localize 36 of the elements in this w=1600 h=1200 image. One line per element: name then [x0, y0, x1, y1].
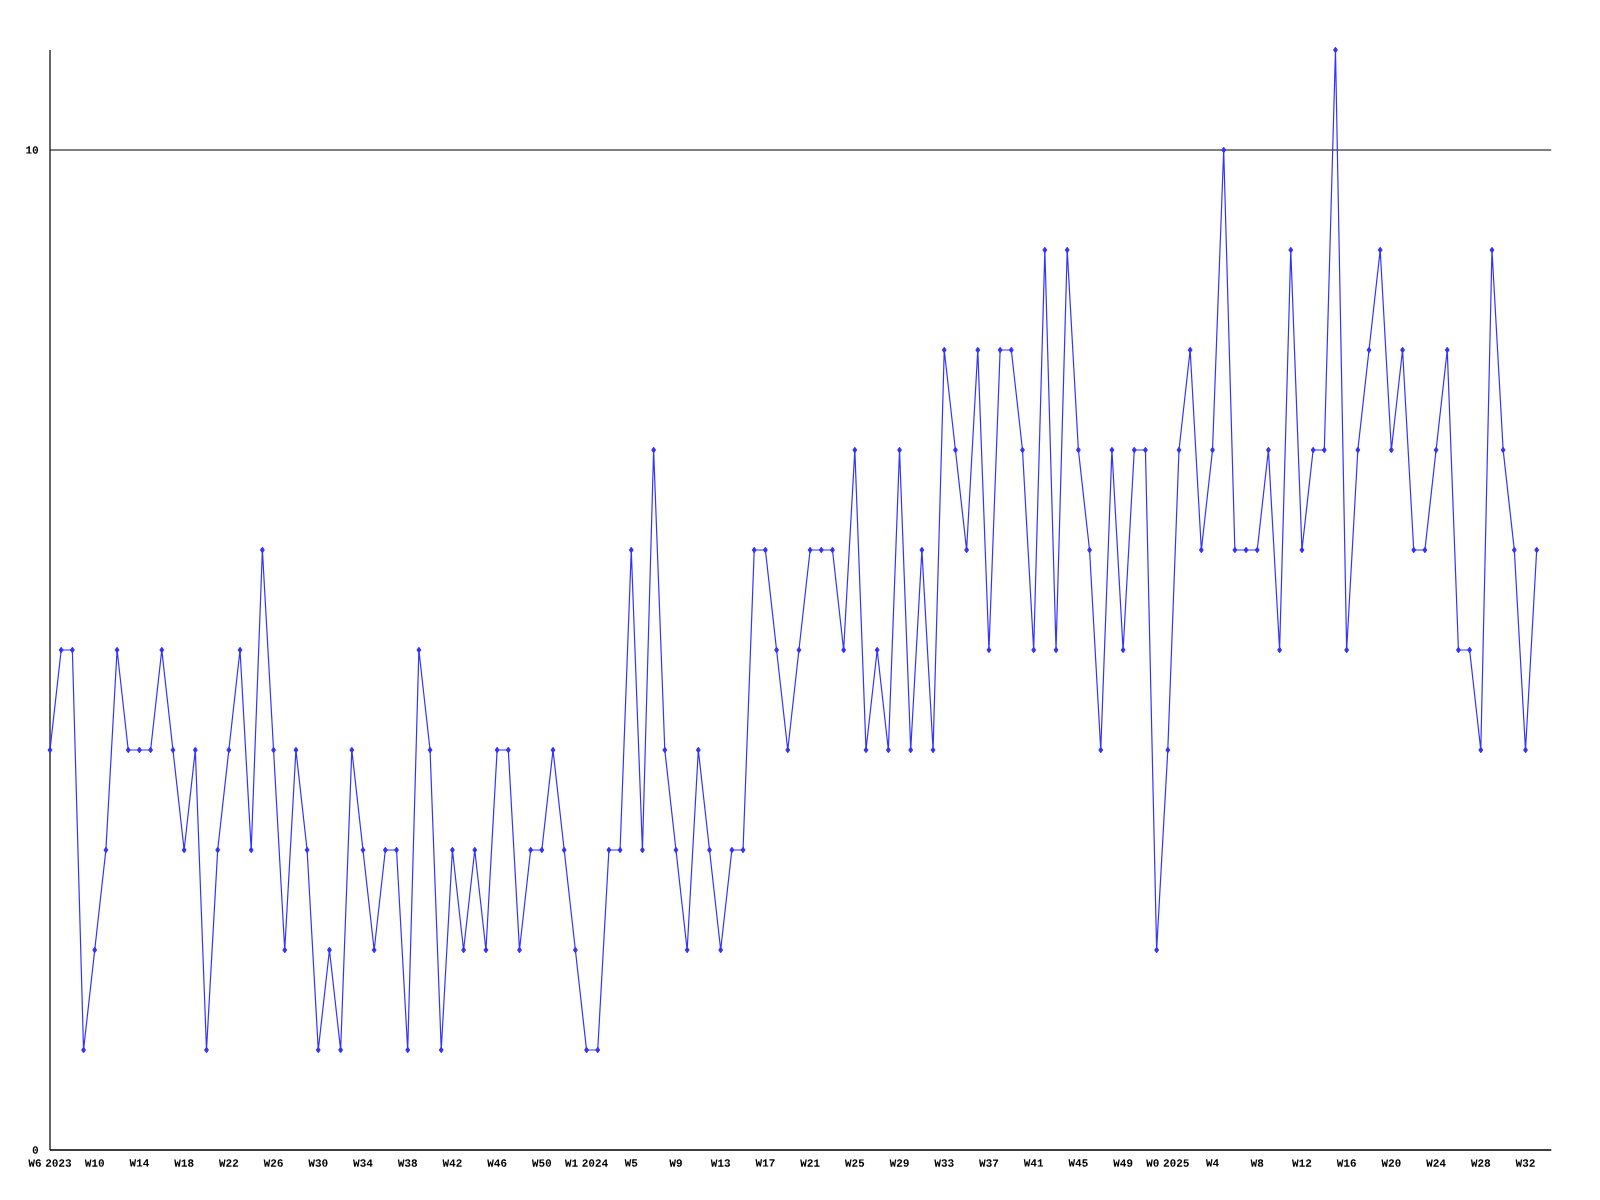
x-tick-label: W38	[397, 1159, 418, 1167]
x-tick-label: W1 2024	[564, 1159, 608, 1167]
x-tick-label: W50	[531, 1159, 552, 1167]
x-tick-label: W21	[800, 1159, 820, 1167]
x-tick-label: W0 2025	[1146, 1159, 1189, 1167]
x-tick-label: W45	[1068, 1159, 1088, 1167]
x-tick-label: W4	[1205, 1159, 1219, 1167]
x-tick-label: W33	[934, 1159, 954, 1167]
y-tick-label: 0	[32, 1146, 39, 1154]
x-tick-label: W32	[1515, 1159, 1535, 1167]
x-tick-label: W5	[624, 1159, 638, 1167]
x-tick-label: W6 2023	[28, 1159, 72, 1167]
x-tick-label: W8	[1250, 1159, 1264, 1167]
x-tick-label: W24	[1426, 1159, 1446, 1167]
x-tick-label: W37	[979, 1159, 999, 1167]
x-tick-label: W29	[889, 1159, 909, 1167]
x-tick-label: W42	[442, 1159, 462, 1167]
y-tick-label: 10	[26, 146, 39, 154]
x-tick-label: W9	[669, 1159, 682, 1167]
x-tick-label: W16	[1336, 1159, 1356, 1167]
x-tick-label: W34	[353, 1159, 373, 1167]
x-tick-label: W14	[129, 1159, 149, 1167]
x-tick-label: W20	[1381, 1159, 1401, 1167]
x-tick-label: W28	[1470, 1159, 1491, 1167]
x-tick-label: W26	[263, 1159, 283, 1167]
x-tick-label: W17	[755, 1159, 775, 1167]
x-tick-label: W25	[844, 1159, 865, 1167]
x-tick-label: W41	[1023, 1159, 1044, 1167]
x-tick-label: W22	[218, 1159, 239, 1167]
x-tick-label: W18	[174, 1159, 194, 1167]
x-tick-label: W49	[1113, 1159, 1133, 1167]
x-tick-label: W13	[710, 1159, 731, 1167]
x-tick-label: W30	[308, 1159, 328, 1167]
x-tick-label: W10	[84, 1159, 104, 1167]
x-tick-label: W46	[487, 1159, 507, 1167]
x-tick-label: W12	[1292, 1159, 1312, 1167]
